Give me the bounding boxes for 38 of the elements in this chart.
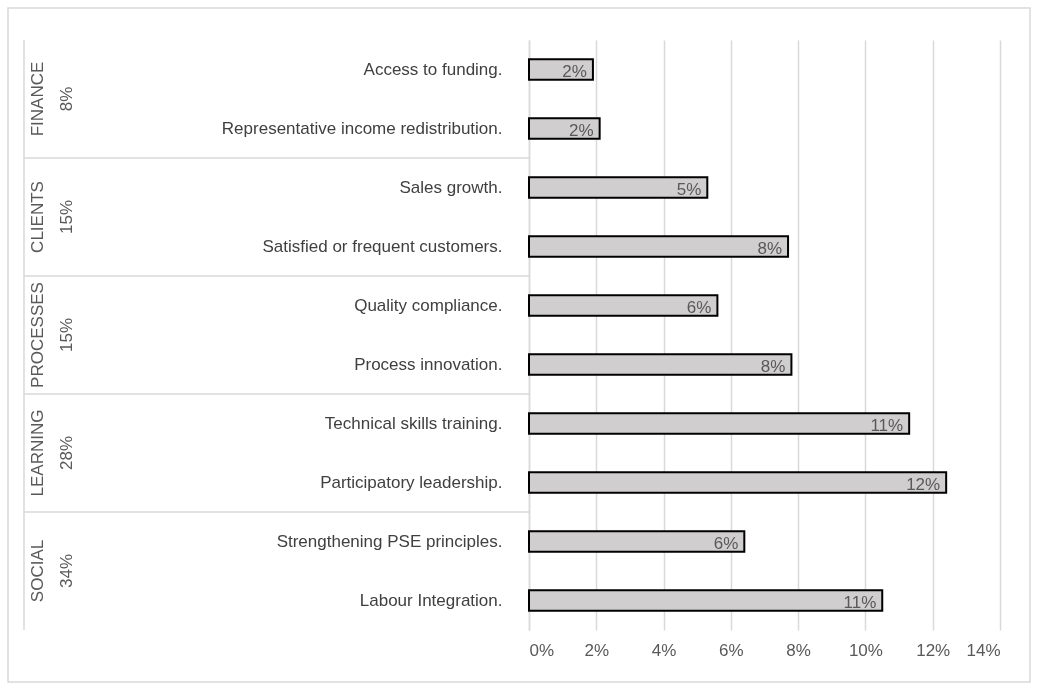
x-tick-label: 0% xyxy=(529,640,555,660)
data-label: 6% xyxy=(686,297,712,317)
text: 28% xyxy=(57,435,76,471)
data-label: 2% xyxy=(562,61,587,81)
data-label: 8% xyxy=(757,238,783,258)
x-tick-label: 6% xyxy=(719,640,744,660)
x-tick-label: 4% xyxy=(651,640,677,660)
text: LEARNING xyxy=(28,409,47,497)
text: 8% xyxy=(57,86,76,112)
data-label: 12% xyxy=(906,474,941,494)
data-label: 2% xyxy=(569,120,594,140)
data-label: 11% xyxy=(843,592,877,612)
x-tick-label: 12% xyxy=(916,640,951,660)
x-tick-label: 14% xyxy=(966,640,1001,660)
y-tick-label: Labour Integration. xyxy=(359,590,503,610)
y-tick-label: Representative income redistribution. xyxy=(221,118,503,138)
text: PROCESSES xyxy=(28,282,47,388)
text: 15% xyxy=(57,317,76,353)
text: FINANCE xyxy=(28,61,47,137)
y-tick-label: Sales growth. xyxy=(399,177,503,197)
y-tick-label: Strengthening PSE principles. xyxy=(276,531,503,551)
text: SOCIAL xyxy=(28,539,47,603)
y-tick-label: Participatory leadership. xyxy=(320,472,503,492)
data-label: 6% xyxy=(713,533,739,553)
y-tick-label: Technical skills training. xyxy=(324,413,503,433)
x-tick-label: 10% xyxy=(848,640,883,660)
y-tick-label: Access to funding. xyxy=(363,59,503,79)
data-label: 11% xyxy=(870,415,904,435)
text: 15% xyxy=(57,199,76,235)
data-label: 5% xyxy=(676,179,702,199)
y-tick-label: Quality compliance. xyxy=(354,295,503,315)
text: CLIENTS xyxy=(28,181,47,253)
x-tick-label: 2% xyxy=(584,640,610,660)
text: 34% xyxy=(57,553,76,589)
y-tick-label: Satisfied or frequent customers. xyxy=(262,236,503,256)
x-tick-label: 8% xyxy=(786,640,811,660)
data-label: 8% xyxy=(760,356,786,376)
y-tick-label: Process innovation. xyxy=(354,354,503,374)
